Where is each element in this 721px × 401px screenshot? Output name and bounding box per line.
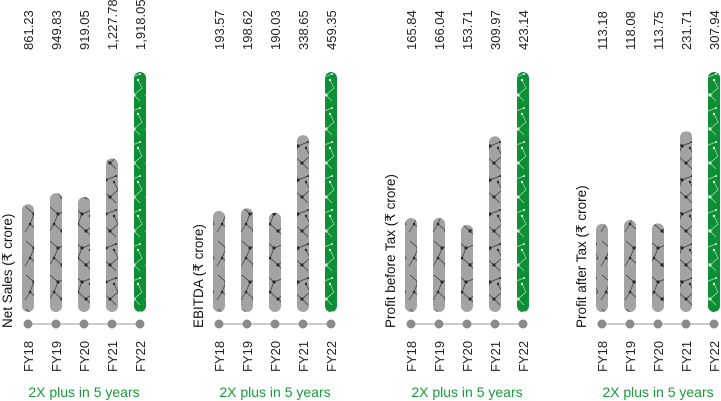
category-label: FY19 (240, 341, 255, 372)
value-label: 861.23 (21, 10, 36, 50)
timeline-dot (23, 319, 33, 329)
timeline-dot (107, 319, 117, 329)
timeline-dot (298, 319, 308, 329)
value-label: 118.08 (623, 11, 638, 50)
category-label: FY18 (404, 341, 419, 372)
timeline-dot (518, 319, 528, 329)
footer-note: 2X plus in 5 years (219, 384, 330, 400)
timeline-dot (135, 319, 145, 329)
value-label: 231.71 (679, 10, 694, 50)
value-label: 949.83 (49, 10, 64, 50)
timeline-dot (79, 319, 89, 329)
bar-texture (517, 72, 529, 312)
category-label: FY21 (679, 341, 694, 372)
category-label: FY19 (49, 341, 64, 372)
bar-texture (134, 72, 146, 312)
value-label: 113.18 (595, 11, 610, 50)
timeline-dot (326, 319, 336, 329)
bar-texture (106, 158, 118, 312)
bar-texture (489, 136, 501, 312)
category-label: FY19 (623, 341, 638, 372)
axis-label: Net Sales (₹ crore) (0, 214, 15, 328)
category-label: FY21 (296, 341, 311, 372)
footer-note: 2X plus in 5 years (602, 384, 713, 400)
axis-label: Profit after Tax (₹ crore) (574, 185, 589, 328)
timeline-dot (434, 319, 444, 329)
value-label: 423.14 (516, 10, 531, 50)
axis-label: EBITDA (₹ crore) (191, 224, 206, 328)
value-label: 1,227.78 (105, 0, 120, 50)
bar-texture (325, 72, 337, 312)
timeline-dot (625, 319, 635, 329)
category-label: FY21 (488, 341, 503, 372)
bar-texture (596, 223, 608, 312)
bar-texture (241, 208, 253, 312)
category-label: FY20 (77, 341, 92, 372)
timeline-dot (653, 319, 663, 329)
bar-texture (624, 219, 636, 312)
category-label: FY18 (595, 341, 610, 372)
value-label: 166.04 (432, 10, 447, 50)
timeline-dot (242, 319, 252, 329)
timeline-dot (51, 319, 61, 329)
value-label: 307.94 (707, 10, 721, 50)
category-label: FY21 (105, 341, 120, 372)
category-label: FY22 (324, 341, 339, 372)
timeline-dot (406, 319, 416, 329)
bar-texture (708, 72, 720, 312)
chart-panel: Net Sales (₹ crore) 861.23 FY18 949.83 FY19 9… (0, 0, 148, 400)
value-label: 193.57 (212, 10, 227, 50)
category-label: FY22 (516, 341, 531, 372)
category-label: FY19 (432, 341, 447, 372)
bar-texture (269, 212, 281, 312)
value-label: 190.03 (268, 10, 283, 50)
value-label: 309.97 (488, 10, 503, 50)
timeline-dot (709, 319, 719, 329)
bar-texture (461, 224, 473, 312)
value-label: 459.35 (324, 10, 339, 50)
value-label: 198.62 (240, 10, 255, 50)
timeline-dot (462, 319, 472, 329)
timeline-dot (597, 319, 607, 329)
value-label: 165.84 (404, 10, 419, 50)
chart-panel: EBITDA (₹ crore) 193.57 FY18 198.62 FY19 190.… (191, 10, 339, 400)
timeline-dot (270, 319, 280, 329)
value-label: 113.75 (651, 11, 666, 50)
bar-texture (433, 217, 445, 312)
category-label: FY22 (707, 341, 721, 372)
footer-note: 2X plus in 5 years (411, 384, 522, 400)
axis-label: Profit before Tax (₹ crore) (383, 174, 398, 328)
category-label: FY22 (133, 341, 148, 372)
bar-texture (50, 193, 62, 312)
category-label: FY20 (460, 341, 475, 372)
timeline-dot (681, 319, 691, 329)
chart-panel: Profit before Tax (₹ crore) 165.84 FY18 166… (383, 10, 531, 400)
bar-texture (22, 204, 34, 312)
bar-texture (297, 135, 309, 312)
value-label: 153.71 (460, 10, 475, 50)
category-label: FY20 (651, 341, 666, 372)
bar-texture (405, 217, 417, 312)
timeline-dot (490, 319, 500, 329)
category-label: FY18 (212, 341, 227, 372)
footer-note: 2X plus in 5 years (28, 384, 139, 400)
value-label: 919.05 (77, 10, 92, 50)
chart-panel: Profit after Tax (₹ crore) 113.18 FY18 118.… (574, 10, 721, 400)
category-label: FY18 (21, 341, 36, 372)
bar-texture (652, 223, 664, 312)
timeline-dot (214, 319, 224, 329)
bar-texture (78, 197, 90, 312)
value-label: 1,918.05 (133, 0, 148, 50)
bar-texture (213, 210, 225, 312)
bar-texture (680, 131, 692, 312)
category-label: FY20 (268, 341, 283, 372)
value-label: 338.65 (296, 10, 311, 50)
